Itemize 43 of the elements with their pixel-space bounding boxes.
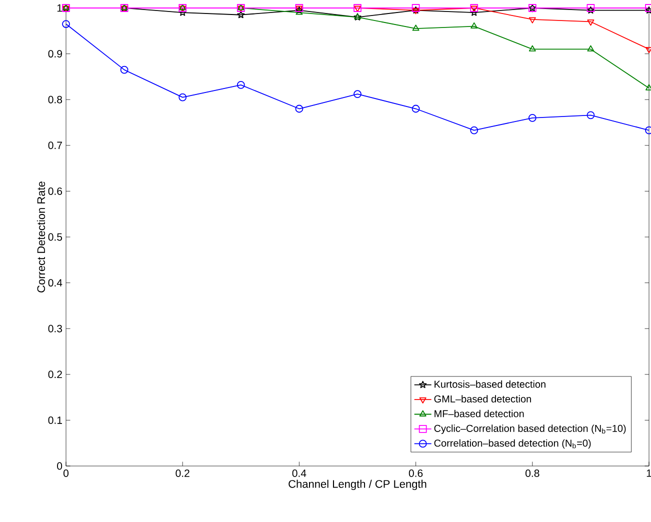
legend-label: Cyclic–Correlation based detection (N$_{b}$=10)	[434, 424, 626, 434]
point	[295, 104, 304, 113]
point	[412, 24, 420, 31]
y-tick-label: 0.7	[48, 142, 62, 150]
y-tick-label: 0.2	[48, 370, 62, 378]
y-tick-label: 0.6	[48, 187, 62, 195]
x-tick-label: 0.4	[292, 470, 306, 477]
point	[296, 8, 303, 15]
point	[178, 8, 186, 16]
point	[528, 45, 536, 52]
point	[528, 17, 536, 24]
point	[412, 104, 420, 113]
point	[236, 80, 245, 89]
x-tick-label: 1	[646, 470, 651, 477]
point	[587, 45, 594, 52]
point	[120, 66, 128, 74]
point	[586, 111, 595, 120]
x-tick-label: 0.2	[176, 470, 190, 477]
y-tick-label: 0.9	[48, 50, 62, 58]
y-tick-label: 0.1	[48, 416, 62, 424]
x-tick-label: 0	[63, 470, 68, 477]
legend-label: GML–based detection	[434, 395, 531, 402]
legend-label: MF–based detection	[434, 410, 524, 418]
point	[178, 93, 187, 102]
y-tick-label: 1	[57, 4, 62, 12]
point	[528, 114, 536, 122]
point	[470, 126, 478, 134]
x-tick-label: 0.6	[408, 470, 423, 477]
x-axis-title: Channel Length / CP Length	[288, 480, 426, 490]
y-tick-label: 0.4	[48, 279, 62, 287]
legend-label: Kurtosis–based detection	[434, 380, 546, 388]
legend-label: Correlation–based detection (N$_{b}$=0)	[434, 439, 591, 449]
point	[470, 22, 478, 29]
y-axis-title: Correct Detection Rate	[36, 182, 46, 292]
y-tick-label: 0.3	[48, 324, 62, 332]
point	[587, 20, 594, 26]
y-tick-label: 0	[57, 462, 62, 470]
point	[62, 20, 70, 28]
point	[470, 8, 478, 16]
point	[354, 90, 362, 98]
y-tick-label: 0.5	[48, 233, 62, 241]
y-tick-label: 0.8	[48, 96, 62, 104]
x-tick-label: 0.8	[526, 470, 540, 477]
